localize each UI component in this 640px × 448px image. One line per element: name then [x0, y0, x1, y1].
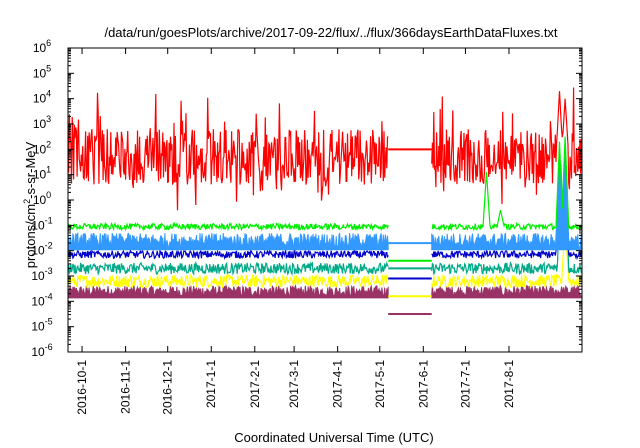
series-2	[68, 161, 582, 276]
series-layer	[68, 87, 582, 299]
series-line	[68, 260, 389, 276]
series-1	[68, 225, 582, 290]
y-tick-label: 106	[33, 38, 51, 55]
x-tick-label: 2017-2-1	[248, 360, 262, 408]
series-fill	[68, 232, 389, 251]
y-tick-label: 105	[33, 63, 51, 80]
y-tick-label: 104	[33, 89, 51, 106]
y-tick-label: 10-4	[31, 291, 52, 308]
series-line	[431, 161, 582, 276]
y-axis-label: protons/cm2-s-sr-MeV	[22, 141, 38, 268]
x-axis: 2016-10-1 2016-11-1 2016-12-1 2017-1-1 2017-…	[75, 48, 516, 415]
x-tick-label: 2016-11-1	[119, 360, 133, 414]
y-tick-label: 10-5	[31, 317, 52, 334]
x-tick-label: 2017-8-1	[502, 360, 516, 408]
series-fill	[431, 284, 582, 299]
series-line	[431, 225, 582, 290]
series-line	[68, 248, 389, 261]
x-tick-label: 2017-5-1	[373, 360, 387, 408]
x-tick-label: 2017-4-1	[331, 360, 345, 408]
series-line	[431, 87, 582, 205]
y-tick-label: 101	[33, 165, 51, 182]
x-tick-label: 2017-3-1	[287, 360, 301, 408]
chart-title: /data/run/goesPlots/archive/2017-09-22/f…	[104, 25, 557, 40]
y-tick-label: 10-3	[31, 266, 52, 283]
series-5	[68, 136, 582, 232]
series-line	[431, 136, 582, 232]
y-tick-label: 10-1	[31, 215, 52, 232]
data-gap-connectors	[388, 148, 432, 315]
series-line	[68, 221, 389, 232]
x-tick-label: 2017-1-1	[204, 360, 218, 408]
series-6	[68, 87, 582, 211]
plot-frame	[67, 47, 583, 353]
y-tick-label: 10-6	[31, 342, 52, 359]
y-tick-label: 103	[33, 114, 51, 131]
series-fill	[68, 283, 389, 299]
x-tick-label: 2016-12-1	[161, 360, 175, 415]
x-tick-label: 2017-6-1	[416, 360, 430, 408]
y-axis: 10-6 10-5 10-4 10-3 10-2 10-1 100 101 102 103 104 1…	[31, 38, 582, 359]
series-0	[68, 283, 582, 299]
y-tick-label: 100	[33, 190, 51, 207]
x-axis-label: Coordinated Universal Time (UTC)	[234, 430, 433, 445]
series-line	[68, 273, 389, 290]
x-tick-label: 2017-7-1	[458, 360, 472, 408]
y-tick-label: 10-2	[31, 241, 52, 258]
y-tick-label: 102	[33, 139, 51, 156]
x-tick-label: 2016-10-1	[75, 360, 89, 415]
series-line	[68, 92, 389, 211]
